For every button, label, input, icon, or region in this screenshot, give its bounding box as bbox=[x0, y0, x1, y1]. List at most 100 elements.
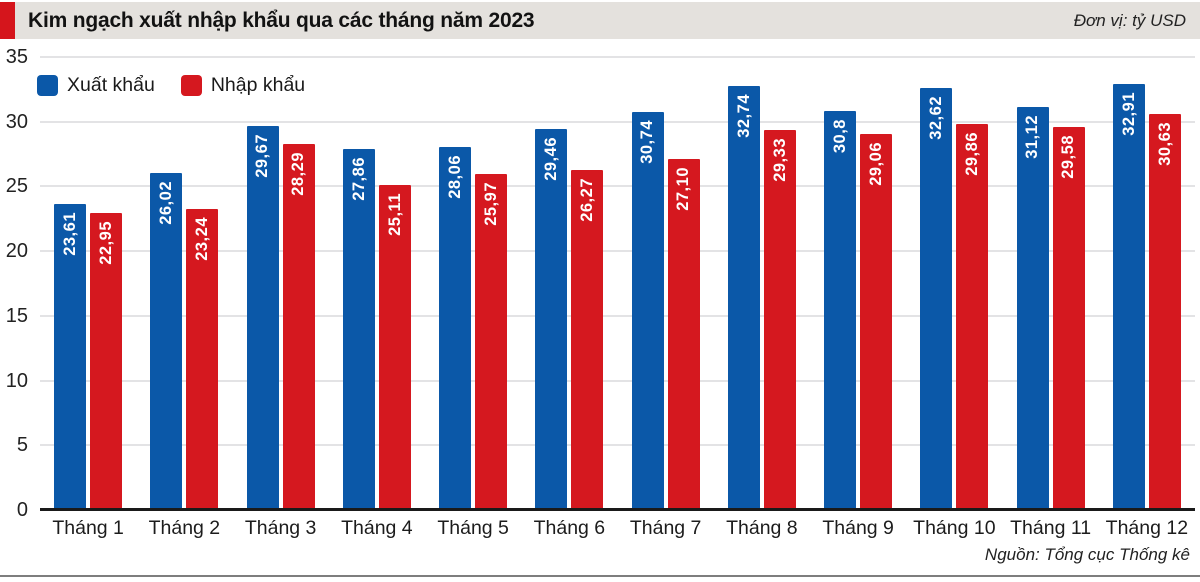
bar-export-month-7: 30,74 bbox=[631, 112, 664, 510]
y-tick-label-25: 25 bbox=[5, 175, 28, 198]
bar-value-label: 30,63 bbox=[1155, 121, 1174, 166]
title-accent-block bbox=[0, 2, 15, 39]
bar-group-12: 32,91 30,63 bbox=[1099, 57, 1195, 510]
bar-export-month-1: 23,61 bbox=[54, 204, 87, 510]
x-axis-label-4: Tháng 4 bbox=[341, 517, 413, 539]
gridline-10 bbox=[40, 380, 1195, 382]
gridline-15 bbox=[40, 315, 1195, 317]
bar-group-10: 32,62 29,86 bbox=[906, 57, 1002, 510]
bar-value-label: 26,02 bbox=[157, 181, 176, 226]
bar-import-month-6: 26,27 bbox=[571, 170, 604, 510]
bars-row: 23,61 22,95 26,02 23,24 29,67 28,29 27,86 25,11… bbox=[40, 57, 1195, 510]
bar-import-month-1: 22,95 bbox=[90, 212, 123, 510]
bar-value-label: 29,06 bbox=[866, 141, 885, 186]
bar-group-8: 32,74 29,33 bbox=[714, 57, 810, 510]
bar-import-month-10: 29,86 bbox=[956, 123, 989, 510]
bar-export-month-12: 32,91 bbox=[1112, 84, 1145, 510]
gridline-30 bbox=[40, 121, 1195, 123]
x-axis-label-2: Tháng 2 bbox=[148, 517, 221, 539]
y-tick-label-0: 0 bbox=[16, 499, 28, 521]
bar-export-month-4: 27,86 bbox=[342, 149, 375, 510]
legend-label-export: Xuất khẩu bbox=[67, 74, 155, 96]
gridline-20 bbox=[40, 250, 1195, 252]
bar-value-label: 27,86 bbox=[349, 157, 368, 202]
bar-value-label: 30,8 bbox=[830, 119, 849, 154]
bar-value-label: 22,95 bbox=[96, 220, 115, 265]
bar-export-month-8: 32,74 bbox=[727, 86, 760, 510]
bar-export-month-6: 29,46 bbox=[535, 128, 568, 510]
plot-area: 23,61 22,95 26,02 23,24 29,67 28,29 27,86 25,11… bbox=[6, 47, 1195, 520]
legend: Xuất khẩu Nhập khẩu bbox=[37, 74, 305, 97]
legend-item-import: Nhập khẩu bbox=[180, 74, 306, 97]
bar-value-label: 28,29 bbox=[289, 151, 308, 196]
bar-group-2: 26,02 23,24 bbox=[136, 57, 232, 510]
bar-value-label: 28,06 bbox=[445, 154, 464, 199]
x-axis-label-11: Tháng 11 bbox=[1010, 517, 1092, 539]
legend-label-import: Nhập khẩu bbox=[210, 74, 306, 96]
bar-group-4: 27,86 25,11 bbox=[329, 57, 425, 510]
bar-value-label: 29,58 bbox=[1059, 135, 1078, 179]
bar-group-5: 28,06 25,97 bbox=[425, 57, 521, 510]
bar-value-label: 32,74 bbox=[734, 94, 753, 139]
bar-export-month-9: 30,8 bbox=[824, 111, 857, 510]
y-tick-label-30: 30 bbox=[5, 110, 28, 133]
bar-import-month-9: 29,06 bbox=[860, 133, 893, 510]
bar-value-label: 25,11 bbox=[385, 193, 404, 236]
y-tick-label-20: 20 bbox=[5, 240, 28, 263]
bar-group-7: 30,74 27,10 bbox=[618, 57, 714, 510]
y-tick-label-5: 5 bbox=[16, 434, 28, 457]
page-title: Kim ngạch xuất nhập khẩu qua các tháng n… bbox=[28, 8, 535, 32]
export-swatch-icon bbox=[37, 75, 58, 96]
bar-import-month-2: 23,24 bbox=[186, 209, 219, 510]
bar-import-month-11: 29,58 bbox=[1052, 127, 1085, 510]
bar-value-label: 26,27 bbox=[578, 178, 597, 222]
bar-import-month-12: 30,63 bbox=[1148, 113, 1181, 510]
y-tick-label-10: 10 bbox=[5, 369, 28, 392]
bar-import-month-4: 25,11 bbox=[378, 185, 411, 510]
x-axis-label-9: Tháng 9 bbox=[822, 517, 894, 539]
bar-value-label: 32,62 bbox=[927, 95, 946, 140]
chart-header: Kim ngạch xuất nhập khẩu qua các tháng n… bbox=[0, 2, 1200, 39]
gridline-25 bbox=[40, 185, 1195, 187]
bar-value-label: 23,61 bbox=[60, 212, 79, 257]
source-note: Nguồn: Tổng cục Thống kê bbox=[984, 545, 1190, 564]
bar-value-label: 23,24 bbox=[193, 217, 212, 262]
bar-export-month-11: 31,12 bbox=[1016, 107, 1049, 510]
bar-export-month-2: 26,02 bbox=[150, 173, 183, 510]
bar-value-label: 30,74 bbox=[638, 120, 657, 164]
y-tick-label-15: 15 bbox=[5, 304, 28, 327]
bar-value-label: 27,10 bbox=[674, 167, 693, 212]
legend-item-export: Xuất khẩu bbox=[37, 74, 155, 97]
x-axis-label-5: Tháng 5 bbox=[437, 517, 509, 539]
bar-value-label: 25,97 bbox=[481, 181, 500, 226]
bar-group-3: 29,67 28,29 bbox=[233, 57, 329, 510]
x-axis-label-1: Tháng 1 bbox=[52, 517, 124, 539]
bottom-divider bbox=[0, 575, 1200, 577]
bar-import-month-5: 25,97 bbox=[475, 173, 508, 510]
bar-export-month-5: 28,06 bbox=[439, 146, 472, 510]
bar-group-6: 29,46 26,27 bbox=[521, 57, 617, 510]
x-axis-label-7: Tháng 7 bbox=[629, 517, 702, 539]
bar-import-month-3: 28,29 bbox=[282, 143, 315, 510]
x-axis-label-3: Tháng 3 bbox=[244, 517, 317, 539]
x-axis-label-8: Tháng 8 bbox=[726, 517, 798, 539]
x-axis-label-10: Tháng 10 bbox=[913, 517, 996, 539]
bar-value-label: 29,46 bbox=[542, 136, 561, 181]
y-tick-label-35: 35 bbox=[5, 46, 28, 68]
bar-import-month-7: 27,10 bbox=[667, 159, 700, 510]
bar-group-11: 31,12 29,58 bbox=[1003, 57, 1099, 510]
bar-export-month-3: 29,67 bbox=[246, 126, 279, 510]
x-axis-line bbox=[40, 508, 1195, 511]
x-axis-label-12: Tháng 12 bbox=[1105, 517, 1189, 539]
gridline-5 bbox=[40, 444, 1195, 446]
bar-group-1: 23,61 22,95 bbox=[40, 57, 136, 510]
bar-value-label: 29,67 bbox=[253, 134, 272, 178]
bar-value-label: 32,91 bbox=[1119, 92, 1138, 136]
unit-label: Đơn vị: tỷ USD bbox=[1073, 10, 1186, 30]
x-axis-labels: Tháng 1 Tháng 2 Tháng 3 Tháng 4 Tháng 5 Tháng… bbox=[40, 517, 1195, 540]
bar-value-label: 29,33 bbox=[770, 138, 789, 183]
import-swatch-icon bbox=[180, 75, 202, 96]
bar-export-month-10: 32,62 bbox=[920, 87, 953, 510]
bar-group-9: 30,8 29,06 bbox=[810, 57, 906, 510]
